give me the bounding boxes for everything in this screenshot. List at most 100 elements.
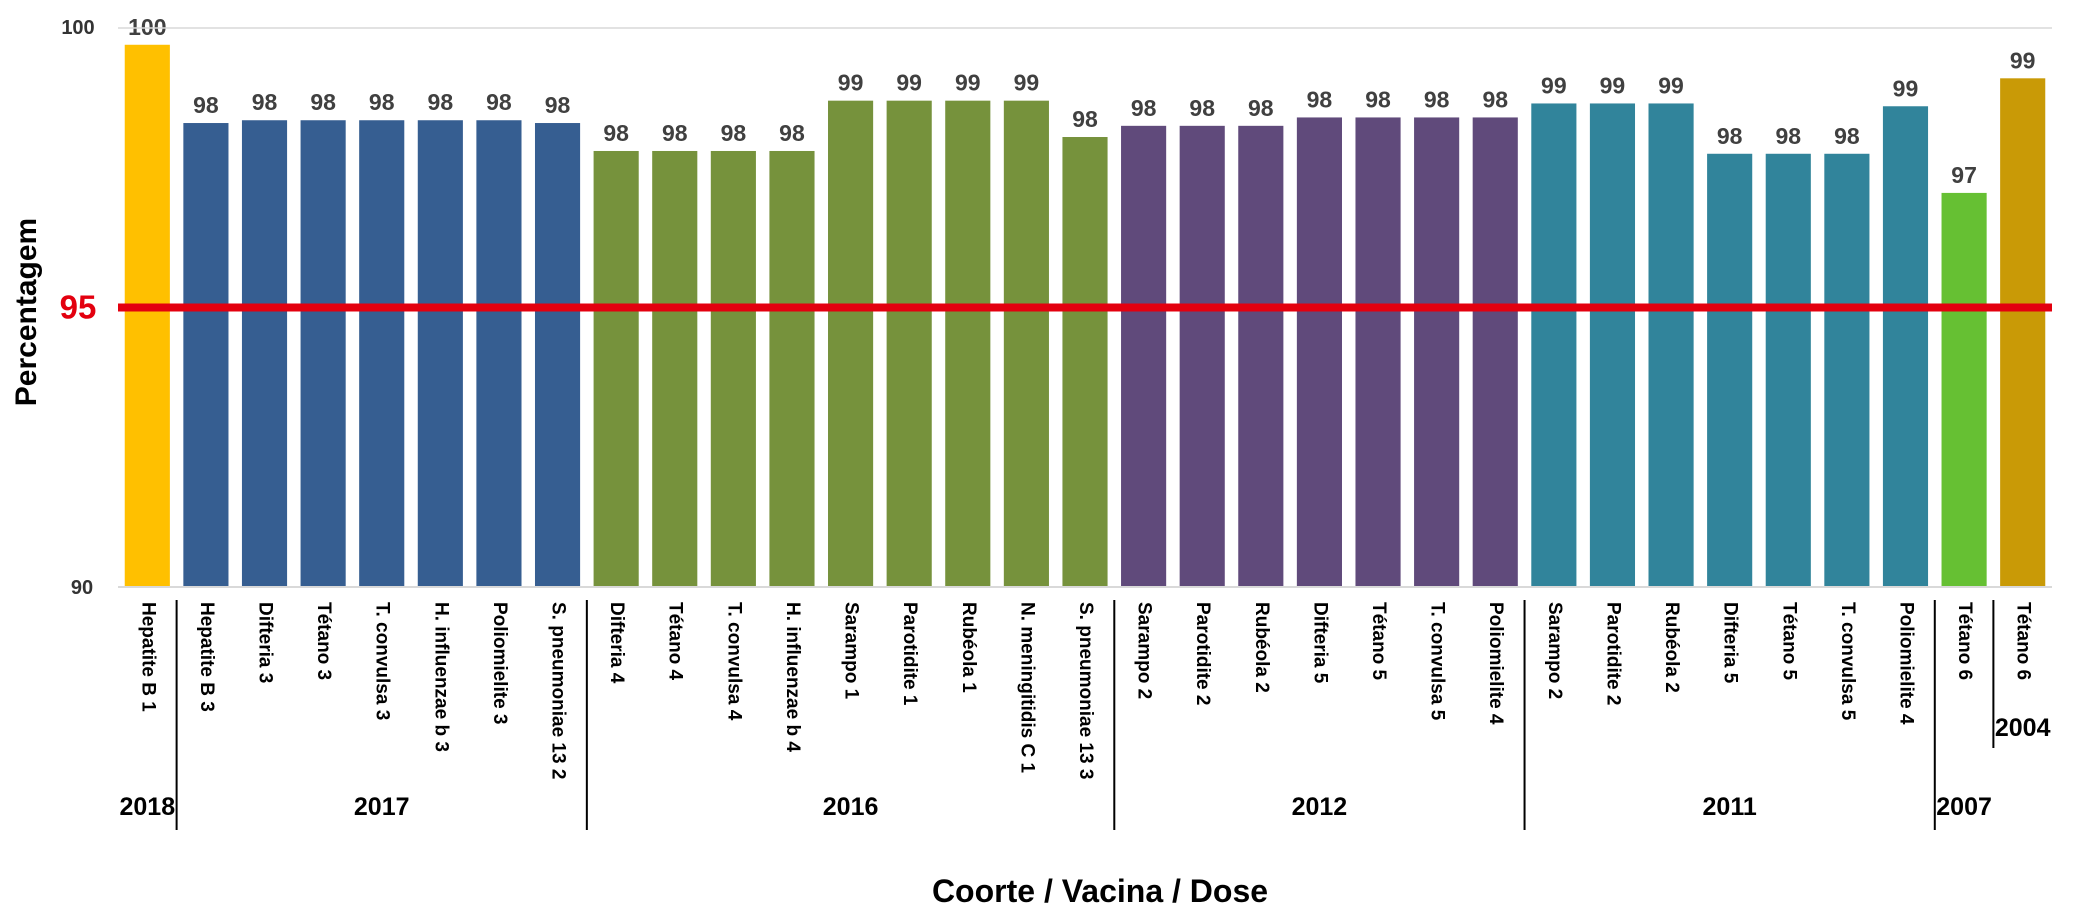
y-tick-label-top: 100 — [61, 17, 94, 39]
bar-value-label: 98 — [310, 89, 336, 115]
bar-value-label: 100 — [128, 14, 166, 40]
category-label: Tétano 3 — [313, 602, 334, 680]
bar — [241, 120, 288, 588]
bar-value-label: 98 — [1072, 106, 1098, 132]
bar-value-label: 99 — [1600, 72, 1626, 98]
bar-value-label: 99 — [896, 70, 922, 96]
bar — [652, 150, 698, 588]
bar-value-label: 98 — [779, 120, 805, 146]
category-label: T. convulsa 4 — [723, 602, 744, 721]
bar-value-label: 98 — [1424, 86, 1450, 112]
bar — [1472, 117, 1518, 587]
bar — [417, 120, 463, 588]
bar-value-label: 99 — [955, 70, 981, 96]
bar — [1941, 192, 1987, 587]
bar — [886, 100, 932, 588]
cohort-label: 2007 — [1936, 793, 1992, 821]
bar-value-label: 99 — [1893, 75, 1919, 101]
bar-value-label: 98 — [721, 120, 747, 146]
bar-value-label: 97 — [1951, 162, 1977, 188]
cohort-label: 2011 — [1703, 793, 1757, 821]
category-label: Sarampo 1 — [841, 602, 862, 700]
category-label: Rubéola 2 — [1661, 602, 1682, 693]
bar — [1296, 117, 1342, 587]
bar-value-label: 98 — [545, 92, 571, 118]
bar — [476, 120, 522, 588]
bar-value-label: 98 — [486, 89, 512, 115]
category-label: Sarampo 2 — [1134, 602, 1155, 699]
bar — [300, 120, 346, 588]
bar-value-label: 98 — [1248, 95, 1274, 121]
bar — [1882, 106, 1929, 587]
bar — [1765, 153, 1811, 587]
category-label: Parotidite 2 — [1602, 602, 1623, 705]
bar-value-label: 98 — [428, 89, 454, 115]
category-label: Tétano 6 — [2013, 602, 2034, 680]
bar-value-label: 98 — [1189, 95, 1215, 121]
bar-value-label: 98 — [1834, 123, 1860, 149]
reference-line-label: 95 — [60, 289, 97, 326]
bars-layer — [124, 44, 2046, 588]
y-tick-label-bottom: 90 — [71, 577, 93, 599]
reference-line-layer: 95 — [60, 289, 2052, 326]
bar — [1062, 137, 1108, 587]
bar — [1003, 100, 1049, 588]
cohort-label: 2016 — [823, 793, 879, 821]
category-label: Rubéola 1 — [958, 602, 979, 693]
bar — [2000, 78, 2046, 587]
category-label: Hepatite B 1 — [137, 602, 158, 712]
bar-value-label: 98 — [193, 92, 219, 118]
category-label: Sarampo 2 — [1544, 602, 1565, 699]
category-label: Difteria 4 — [606, 602, 627, 684]
category-label: H. influenzae b 4 — [782, 602, 803, 752]
category-label: Poliomielite 4 — [1485, 602, 1506, 725]
bar-value-label: 98 — [1775, 123, 1801, 149]
bar — [1238, 125, 1284, 587]
category-label: Rubéola 2 — [1251, 602, 1272, 693]
category-label: T. convulsa 5 — [1837, 602, 1858, 721]
category-label: T. convulsa 3 — [372, 602, 393, 720]
category-labels-layer: Hepatite B 1 Hepatite B 3 Difteria 3 Tétano… — [137, 602, 2033, 779]
bar — [828, 100, 874, 588]
bar-value-label: 98 — [1482, 86, 1508, 112]
cohort-label: 2004 — [1995, 714, 2051, 742]
category-label: Tétano 6 — [1954, 602, 1975, 680]
category-label: Tétano 4 — [665, 602, 686, 681]
category-label: S. pneumoniae 13 3 — [1075, 602, 1096, 779]
bar-value-label: 99 — [1014, 70, 1040, 96]
bar-value-label: 98 — [662, 120, 688, 146]
category-label: Difteria 5 — [1720, 602, 1741, 684]
bar — [710, 150, 756, 588]
bar — [1179, 125, 1225, 587]
bar-value-label: 98 — [1131, 95, 1157, 121]
category-label: T. convulsa 5 — [1427, 602, 1448, 721]
bar — [183, 123, 229, 587]
category-label: Tétano 5 — [1778, 602, 1799, 681]
bar-value-label: 98 — [603, 120, 629, 146]
category-label: Hepatite B 3 — [196, 602, 217, 712]
cohort-labels-layer: 2018 2017 2016 2012 2011 2007 2004 — [119, 600, 2051, 830]
bar-value-label: 99 — [1541, 72, 1567, 98]
bar-value-label: 99 — [838, 70, 864, 96]
bar — [1414, 117, 1460, 587]
cohort-label: 2012 — [1292, 793, 1348, 821]
bar — [593, 150, 639, 588]
cohort-label: 2017 — [354, 793, 410, 821]
bar-value-label: 98 — [369, 89, 395, 115]
category-label: N. meningitidis C 1 — [1016, 602, 1037, 773]
bar — [769, 150, 815, 588]
category-label: Tétano 5 — [1368, 602, 1389, 681]
bar — [1707, 153, 1753, 587]
bar — [1355, 117, 1401, 587]
bar-value-label: 98 — [1307, 86, 1333, 112]
category-label: Poliomielite 3 — [489, 602, 510, 724]
bar — [359, 120, 405, 588]
bar — [534, 123, 581, 587]
x-axis-title: Coorte / Vacina / Dose — [932, 873, 1268, 906]
category-label: Difteria 3 — [255, 602, 276, 683]
value-labels-layer: 100 98 98 98 98 98 98 98 98 98 98 98 99 99 99 99 98 98 98 9… — [128, 14, 2035, 188]
bar — [945, 100, 991, 588]
cohort-label: 2018 — [119, 793, 175, 821]
bar — [1531, 103, 1577, 588]
